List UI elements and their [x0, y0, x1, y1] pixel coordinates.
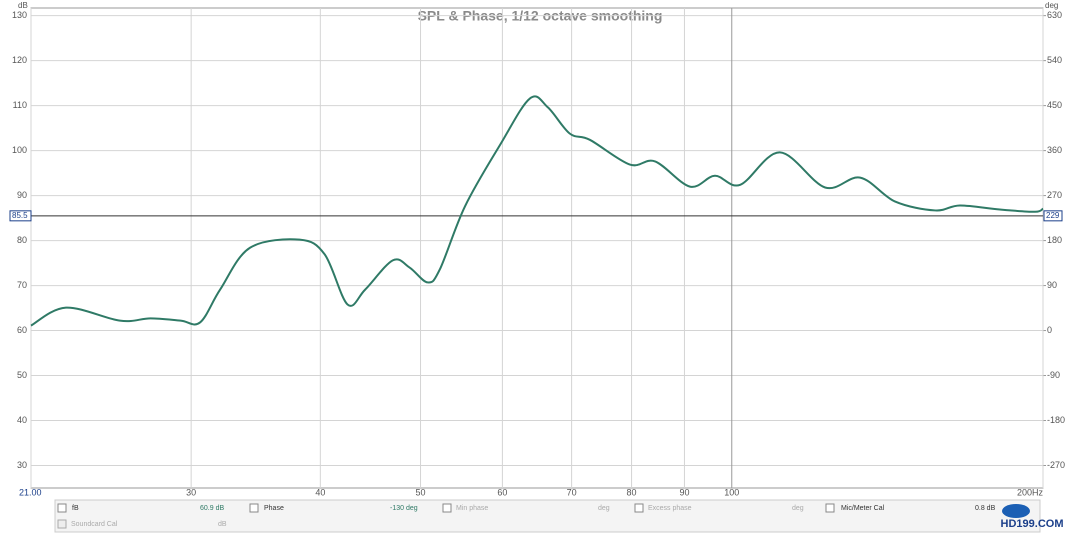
watermark: HD199.COM	[1001, 518, 1064, 530]
checkbox[interactable]	[57, 519, 67, 529]
cursor-label-box	[9, 210, 32, 222]
y2-tick-label: 630	[1047, 10, 1062, 20]
y2-tick-label: 90	[1047, 280, 1057, 290]
y-tick-label: 90	[17, 190, 27, 200]
y-unit: dB	[18, 1, 28, 10]
y2-tick-label: 540	[1047, 55, 1062, 65]
y2-tick-label: -180	[1047, 415, 1065, 425]
panel-label: fB	[72, 505, 79, 512]
y-tick-label: 40	[17, 415, 27, 425]
x-tick-label: 40	[315, 487, 325, 497]
panel-label: Soundcard Cal	[71, 521, 118, 528]
y-tick-label: 60	[17, 325, 27, 335]
y2-tick-label: 180	[1047, 235, 1062, 245]
panel-label: Mic/Meter Cal	[841, 505, 885, 512]
cursor-label-box	[1043, 210, 1063, 222]
panel-label: 0.8 dB	[975, 505, 996, 512]
y2-tick-label: 360	[1047, 145, 1062, 155]
x-tick-label: 90	[679, 487, 689, 497]
panel-label: Min phase	[456, 505, 488, 512]
plot-area	[30, 7, 1044, 489]
checkbox[interactable]	[825, 503, 835, 513]
y2-tick-label: 270	[1047, 190, 1062, 200]
checkbox[interactable]	[442, 503, 452, 513]
logo-icon	[1002, 504, 1030, 518]
x-tick-label: 30	[186, 487, 196, 497]
y2-tick-label: 0	[1047, 325, 1052, 335]
checkbox[interactable]	[57, 503, 67, 513]
y-tick-label: 30	[17, 460, 27, 470]
spl-line	[30, 95, 1044, 327]
panel-label: 60.9 dB	[200, 505, 224, 512]
panel-label: dB	[218, 521, 227, 528]
y-tick-label: 110	[13, 100, 27, 110]
y2-tick-label: -90	[1047, 370, 1060, 380]
x-tick-label: 70	[567, 487, 577, 497]
panel-label: deg	[792, 505, 804, 512]
y-tick-label: 120	[12, 55, 27, 65]
checkbox[interactable]	[634, 503, 644, 513]
y-tick-label: 80	[17, 235, 27, 245]
y-tick-label: 50	[17, 370, 27, 380]
x-tick-label: 80	[627, 487, 637, 497]
legend-panel	[54, 499, 1041, 533]
x-tick-label: 100	[724, 487, 739, 497]
y2-unit: deg	[1045, 1, 1058, 10]
x-tick-label: 50	[416, 487, 426, 497]
y2-tick-label: -270	[1047, 460, 1065, 470]
panel-label: -130 deg	[390, 505, 418, 512]
panel-label: deg	[598, 505, 610, 512]
y-tick-label: 130	[12, 10, 27, 20]
checkbox[interactable]	[249, 503, 259, 513]
panel-label: Phase	[264, 505, 284, 512]
y-tick-label: 100	[12, 145, 27, 155]
x-tick-label: 200Hz	[1017, 487, 1044, 497]
cursor-label: 85.5	[12, 211, 28, 220]
panel-label: Excess phase	[648, 505, 692, 512]
y2-tick-label: 450	[1047, 100, 1062, 110]
x-tick-label: 60	[497, 487, 507, 497]
cursor-y2-label: 229	[1046, 211, 1060, 220]
y-tick-label: 70	[17, 280, 27, 290]
x-tick-label: 21.00	[19, 487, 42, 497]
